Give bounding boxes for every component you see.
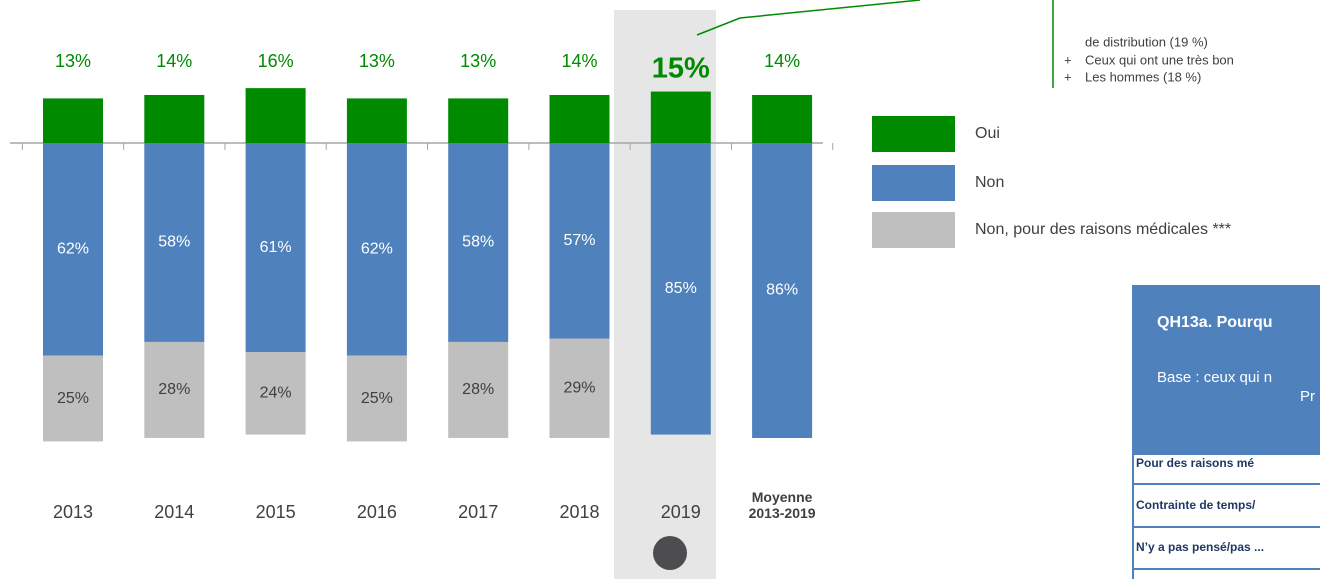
marker-dot <box>653 536 687 570</box>
value-label: 25% <box>361 390 393 407</box>
bar-segment <box>549 94 610 143</box>
panel-row: Pour des raisons mé <box>1136 456 1254 470</box>
value-label: 86% <box>766 282 798 299</box>
panel-row: N’y a pas pensé/pas ... <box>1136 540 1264 554</box>
value-label: 62% <box>361 241 393 258</box>
value-label: 15% <box>652 53 710 85</box>
legend-label: Non <box>975 174 1004 191</box>
bar-segment <box>549 143 610 339</box>
bar-segment <box>245 143 306 353</box>
value-label: 29% <box>563 379 595 396</box>
value-label: 25% <box>57 390 89 407</box>
bar-segment <box>144 143 205 342</box>
value-label: 13% <box>359 51 395 71</box>
value-label: 14% <box>764 51 800 71</box>
value-label: 58% <box>462 234 494 251</box>
value-label: 85% <box>665 280 697 297</box>
legend-swatch <box>872 116 955 152</box>
value-label: 14% <box>561 51 597 71</box>
legend-label: Oui <box>975 125 1000 142</box>
bar-segment <box>752 143 813 438</box>
value-label: 28% <box>158 381 190 398</box>
x-tick-label: 2018 <box>559 502 600 522</box>
value-label: 57% <box>563 232 595 249</box>
legend-swatch <box>872 165 955 201</box>
bar-segment <box>43 355 103 442</box>
value-label: 61% <box>260 239 292 256</box>
x-tick-label: 2015 <box>255 502 296 522</box>
bar-segment <box>144 94 205 143</box>
bar-segment <box>245 88 306 143</box>
value-label: 13% <box>55 51 91 71</box>
x-tick-label: 2014 <box>154 502 195 522</box>
bar-segment <box>448 98 509 143</box>
bar-segment <box>144 341 205 438</box>
bar-segment <box>245 352 306 435</box>
bar-segment <box>43 98 103 143</box>
bar-segment <box>549 338 610 438</box>
x-tick-label: Moyenne 2013-2019 <box>748 489 816 521</box>
value-label: 58% <box>158 234 190 251</box>
value-label: 28% <box>462 381 494 398</box>
bar-segment <box>346 98 407 143</box>
bar-segment <box>448 341 509 438</box>
x-tick-label: 2013 <box>52 502 94 522</box>
x-tick-label: 2016 <box>356 502 397 522</box>
panel-title: QH13a. Pourqu <box>1157 314 1273 331</box>
value-label: 24% <box>260 385 292 402</box>
bar-segment <box>752 94 813 143</box>
callout-bullet: + <box>1064 52 1072 67</box>
panel-header <box>1132 285 1320 455</box>
bar-segment <box>346 143 407 356</box>
callout-line <box>696 0 921 36</box>
panel-base: Pr <box>1300 388 1315 405</box>
bar-segment <box>650 143 711 435</box>
panel-row: Contrainte de temps/ <box>1136 498 1256 512</box>
bar-segment <box>43 143 103 356</box>
bar-segment <box>346 355 407 442</box>
callout-text: Ceux qui ont une très bon <box>1085 52 1234 67</box>
bar-segment <box>650 91 711 143</box>
value-label: 13% <box>460 51 496 71</box>
x-tick-label: 2017 <box>458 502 499 522</box>
value-label: 62% <box>57 241 89 258</box>
legend-swatch <box>872 212 955 248</box>
panel-base: Base : ceux qui n <box>1157 369 1272 386</box>
bar-segment <box>448 143 509 342</box>
callout-text: de distribution (19 %) <box>1085 34 1208 49</box>
x-tick-label: 2019 <box>660 502 701 522</box>
callout-text: Les hommes (18 %) <box>1085 69 1201 84</box>
legend-label: Non, pour des raisons médicales *** <box>975 221 1231 238</box>
value-label: 14% <box>156 51 192 71</box>
callout-bullet: + <box>1064 69 1072 84</box>
value-label: 16% <box>258 51 294 71</box>
